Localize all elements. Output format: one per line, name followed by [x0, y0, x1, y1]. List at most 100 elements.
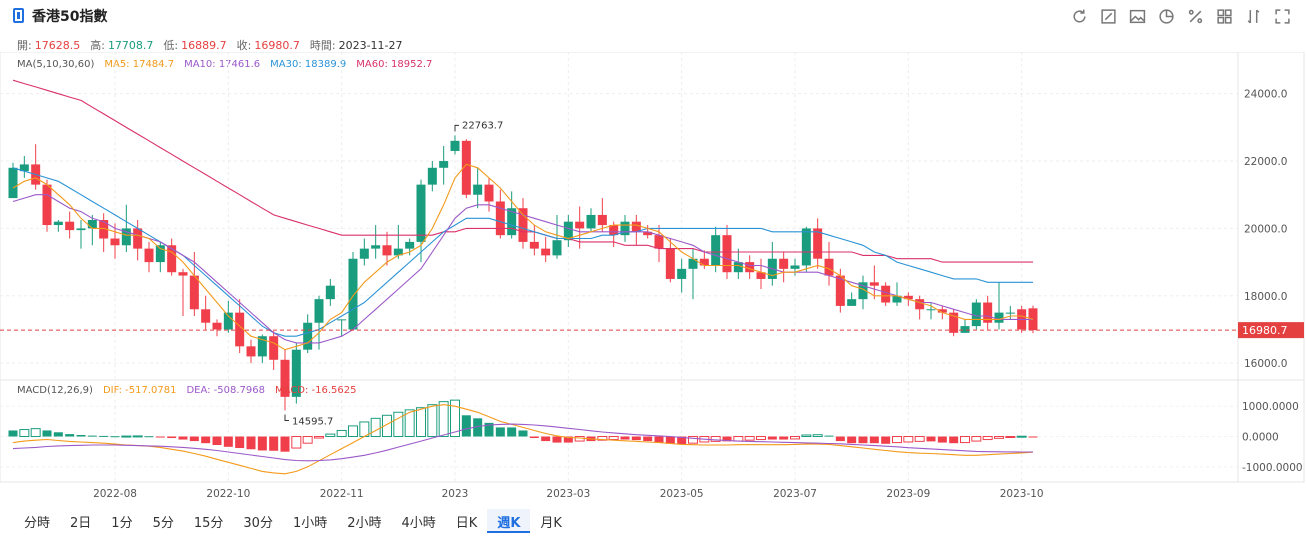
price-chart[interactable]: 24000.0 22000.0 20000.0 18000.0 16000.0 1000.… — [0, 52, 1306, 508]
period-button[interactable]: 分時 — [24, 516, 51, 531]
low-value: 16889.7 — [181, 39, 227, 52]
macd-bar — [30, 428, 41, 438]
candle-body — [382, 245, 392, 256]
candle-body — [19, 164, 29, 172]
ohlc-info: 開: 17628.5 高: 17708.7 低: 16889.7 收: 16980.7 … — [17, 37, 403, 53]
macd-bar — [99, 435, 109, 437]
period-button[interactable]: 月K — [540, 516, 562, 531]
macd-bar — [257, 436, 267, 451]
macd-bar — [461, 415, 471, 437]
time-axis-label: 2023-05 — [660, 488, 704, 500]
ma10-legend: MA10: 17461.6 — [184, 59, 261, 70]
macd-bar — [801, 434, 812, 438]
macd-bar — [620, 436, 630, 440]
macd-bar — [167, 436, 177, 439]
header: 香港50指數 — [0, 0, 1306, 32]
candle-body — [541, 248, 551, 256]
fullscreen-icon[interactable] — [1272, 6, 1292, 26]
macd-bar — [1028, 436, 1038, 438]
candle-body — [824, 258, 834, 276]
macd-bar — [87, 435, 97, 437]
candle-body — [121, 228, 131, 246]
high-label: 高: — [90, 39, 105, 52]
macd-bar — [858, 436, 868, 444]
candle-body — [155, 245, 165, 263]
period-button[interactable]: 1分 — [111, 516, 133, 531]
time-value: 2023-11-27 — [338, 39, 403, 52]
candle-body — [586, 214, 596, 229]
percent-icon[interactable] — [1185, 6, 1205, 26]
macd-bar — [643, 436, 653, 442]
period-button[interactable]: 1小時 — [292, 516, 328, 531]
candle-body — [87, 220, 97, 229]
candle-body — [858, 282, 868, 300]
candle-body — [416, 184, 426, 242]
candle-body — [960, 326, 970, 333]
macd-bar — [518, 430, 528, 437]
macd-bar — [1005, 436, 1016, 439]
period-button[interactable]: 4小時 — [401, 516, 436, 531]
dif-legend: DIF: -517.0781 — [102, 385, 177, 396]
ma30-legend: MA30: 18389.9 — [270, 59, 347, 70]
price-tick-label: 22000.0 — [1244, 156, 1287, 168]
macd-bar — [348, 425, 358, 438]
period-button[interactable]: 15分 — [193, 516, 224, 531]
low-label: 低: — [163, 39, 179, 52]
macd-bar — [1016, 435, 1027, 438]
candle-body — [847, 299, 857, 306]
candle-body — [257, 336, 267, 357]
candle-body — [609, 225, 619, 236]
macd-bar — [269, 436, 279, 451]
macd-bar — [144, 436, 154, 438]
macd-bar — [201, 436, 211, 444]
candle-body — [393, 248, 403, 256]
macd-bar — [246, 436, 256, 450]
macd-bar — [767, 436, 777, 440]
period-button[interactable]: 2小時 — [347, 516, 382, 531]
time-axis-label: 2022-10 — [206, 488, 250, 500]
macd-bar — [53, 432, 63, 437]
period-button[interactable]: 週K — [487, 509, 531, 533]
macd-bar — [960, 436, 970, 444]
candle-body — [756, 272, 766, 279]
candle-body — [495, 201, 505, 236]
macd-bar — [404, 409, 415, 438]
period-button[interactable]: 30分 — [243, 516, 273, 531]
macd-bar — [291, 436, 302, 449]
macd-bar — [121, 435, 132, 438]
macd-bar — [132, 435, 143, 438]
price-tick-label: 20000.0 — [1244, 223, 1287, 235]
period-button[interactable]: 2日 — [70, 516, 92, 531]
candle-body — [971, 302, 981, 327]
price-tick-label: 24000.0 — [1244, 89, 1287, 101]
candle-body — [76, 228, 86, 231]
macd-pane-border — [0, 379, 1305, 483]
time-axis-label: 2022-08 — [93, 488, 137, 500]
macd-bar — [608, 436, 619, 441]
refresh-icon[interactable] — [1069, 6, 1089, 26]
close-value: 16980.7 — [254, 39, 300, 52]
image-icon[interactable] — [1127, 6, 1147, 26]
macd-bar — [450, 399, 460, 438]
grid-icon[interactable] — [1214, 6, 1234, 26]
period-button[interactable]: 日K — [455, 516, 478, 531]
candle-body — [348, 258, 358, 330]
candle-body — [790, 265, 800, 269]
compare-icon[interactable] — [1243, 6, 1263, 26]
macd-bar — [733, 436, 744, 442]
candle-body — [745, 262, 755, 273]
time-axis-label: 2023-03 — [546, 488, 590, 500]
period-button[interactable]: 5分 — [152, 516, 174, 531]
candle-body — [688, 258, 698, 269]
draw-icon[interactable] — [1098, 6, 1118, 26]
ma-legend-name: MA(5,10,30,60) — [17, 59, 95, 70]
candle-body — [892, 295, 902, 303]
macd-bar — [847, 436, 857, 444]
annotation-arrow — [454, 124, 459, 132]
last-price-tag — [1238, 322, 1304, 339]
macd-bar — [427, 404, 438, 438]
macd-value-legend: MACD: -16.5625 — [275, 385, 357, 396]
macd-bar — [495, 427, 505, 437]
chart-toolbar — [1069, 6, 1292, 26]
pie-icon[interactable] — [1156, 6, 1176, 26]
